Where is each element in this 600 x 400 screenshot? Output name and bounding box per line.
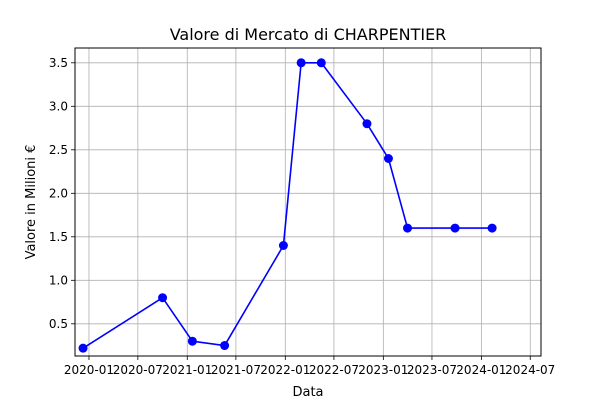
y-tick-label: 1.5 xyxy=(49,230,68,244)
x-tick-label: 2024-07 xyxy=(505,363,555,377)
y-tick-label: 0.5 xyxy=(49,317,68,331)
data-point xyxy=(362,119,372,129)
x-tick-label: 2023-01 xyxy=(358,363,408,377)
grid xyxy=(75,48,541,356)
data-point xyxy=(78,343,88,353)
y-tick-label: 2.0 xyxy=(49,186,68,200)
y-tick-label: 1.0 xyxy=(49,273,68,287)
y-axis-title: Valore in Milioni € xyxy=(24,145,39,260)
x-tick-label: 2022-01 xyxy=(260,363,310,377)
plot-area-frame xyxy=(74,47,542,357)
data-point xyxy=(158,293,168,303)
x-tick-label: 2020-01 xyxy=(64,363,114,377)
data-point xyxy=(296,58,306,68)
y-tick-label: 3.0 xyxy=(49,99,68,113)
x-tick-label: 2024-01 xyxy=(456,363,506,377)
chart-title: Valore di Mercato di CHARPENTIER xyxy=(170,25,447,44)
data-point xyxy=(278,241,288,251)
data-point xyxy=(316,58,326,68)
data-point xyxy=(403,223,413,233)
data-point xyxy=(187,336,197,346)
y-tick-label: 2.5 xyxy=(49,143,68,157)
x-axis-title: Data xyxy=(292,385,323,400)
x-tick-label: 2022-07 xyxy=(309,363,359,377)
data-point xyxy=(220,341,230,351)
y-tick-label: 3.5 xyxy=(49,56,68,70)
data-point xyxy=(450,223,460,233)
y-axis: 0.5 1.0 1.5 2.0 2.5 3.0 3.5 xyxy=(49,56,75,331)
x-tick-label: 2020-07 xyxy=(113,363,163,377)
x-tick-label: 2021-07 xyxy=(211,363,261,377)
data-point xyxy=(487,223,497,233)
series-line xyxy=(82,61,493,349)
data-point xyxy=(383,153,393,163)
series xyxy=(78,58,497,353)
x-tick-label: 2021-01 xyxy=(162,363,212,377)
x-tick-label: 2023-07 xyxy=(407,363,457,377)
